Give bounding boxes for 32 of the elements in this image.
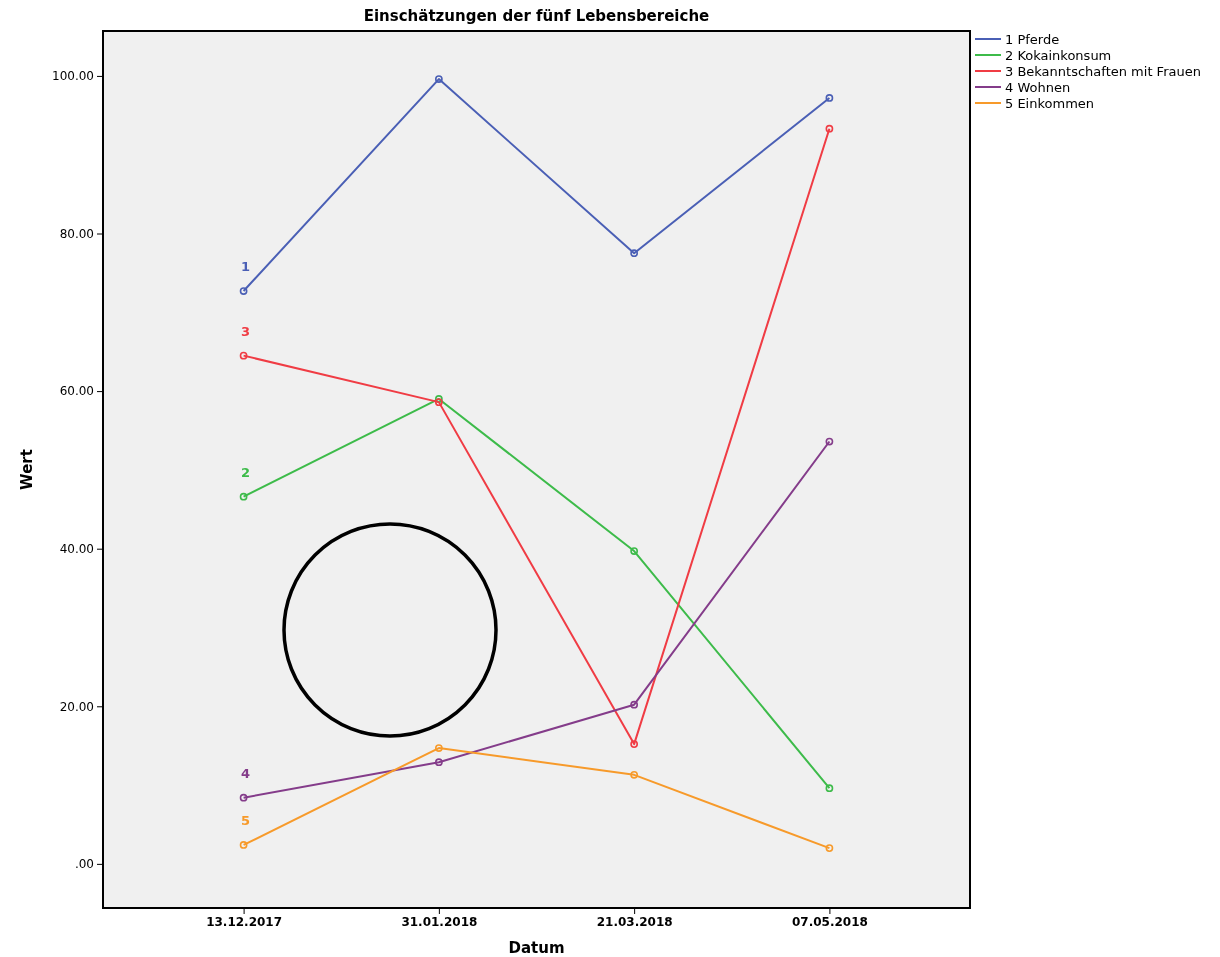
annotation: 5 [241, 812, 251, 828]
x-tick-label: 31.01.2018 [401, 914, 478, 929]
point [434, 75, 443, 83]
y-tick-label: 40.00 [59, 542, 94, 557]
y-tick-label: .00 [74, 857, 94, 872]
point [630, 700, 639, 709]
legend-label: 4 Wohnen [1005, 80, 1071, 95]
x-tick-label: 21.03.2018 [596, 914, 673, 929]
point [434, 744, 443, 752]
legend-label: 1 Pferde [1005, 32, 1060, 47]
point [630, 547, 639, 555]
point [630, 770, 639, 779]
point [630, 249, 639, 258]
legend-label: 2 Kokainkonsum [1005, 48, 1112, 63]
annotation: 1 [241, 259, 251, 275]
x-tick-label: 07.05.2018 [791, 914, 868, 929]
chart-title: Einschätzungen der fünf Lebensbereiche [363, 7, 710, 25]
annotation: 2 [241, 464, 251, 480]
legend-label: 3 Bekanntschaften mit Frauen [1005, 64, 1201, 79]
x-axis-title: Datum [508, 939, 565, 957]
point [434, 758, 443, 767]
y-tick-label: 20.00 [59, 699, 94, 714]
x-tick-label: 13.12.2017 [206, 914, 283, 929]
point [434, 398, 443, 407]
annotation: 4 [241, 765, 251, 781]
y-axis-title: Wert [18, 449, 36, 490]
point [630, 740, 639, 748]
y-tick-label: 60.00 [59, 384, 94, 399]
legend-label: 5 Einkommen [1005, 96, 1095, 111]
y-tick-label: 80.00 [59, 226, 94, 241]
y-tick-label: 100.00 [52, 69, 94, 84]
annotation: 3 [241, 323, 251, 339]
